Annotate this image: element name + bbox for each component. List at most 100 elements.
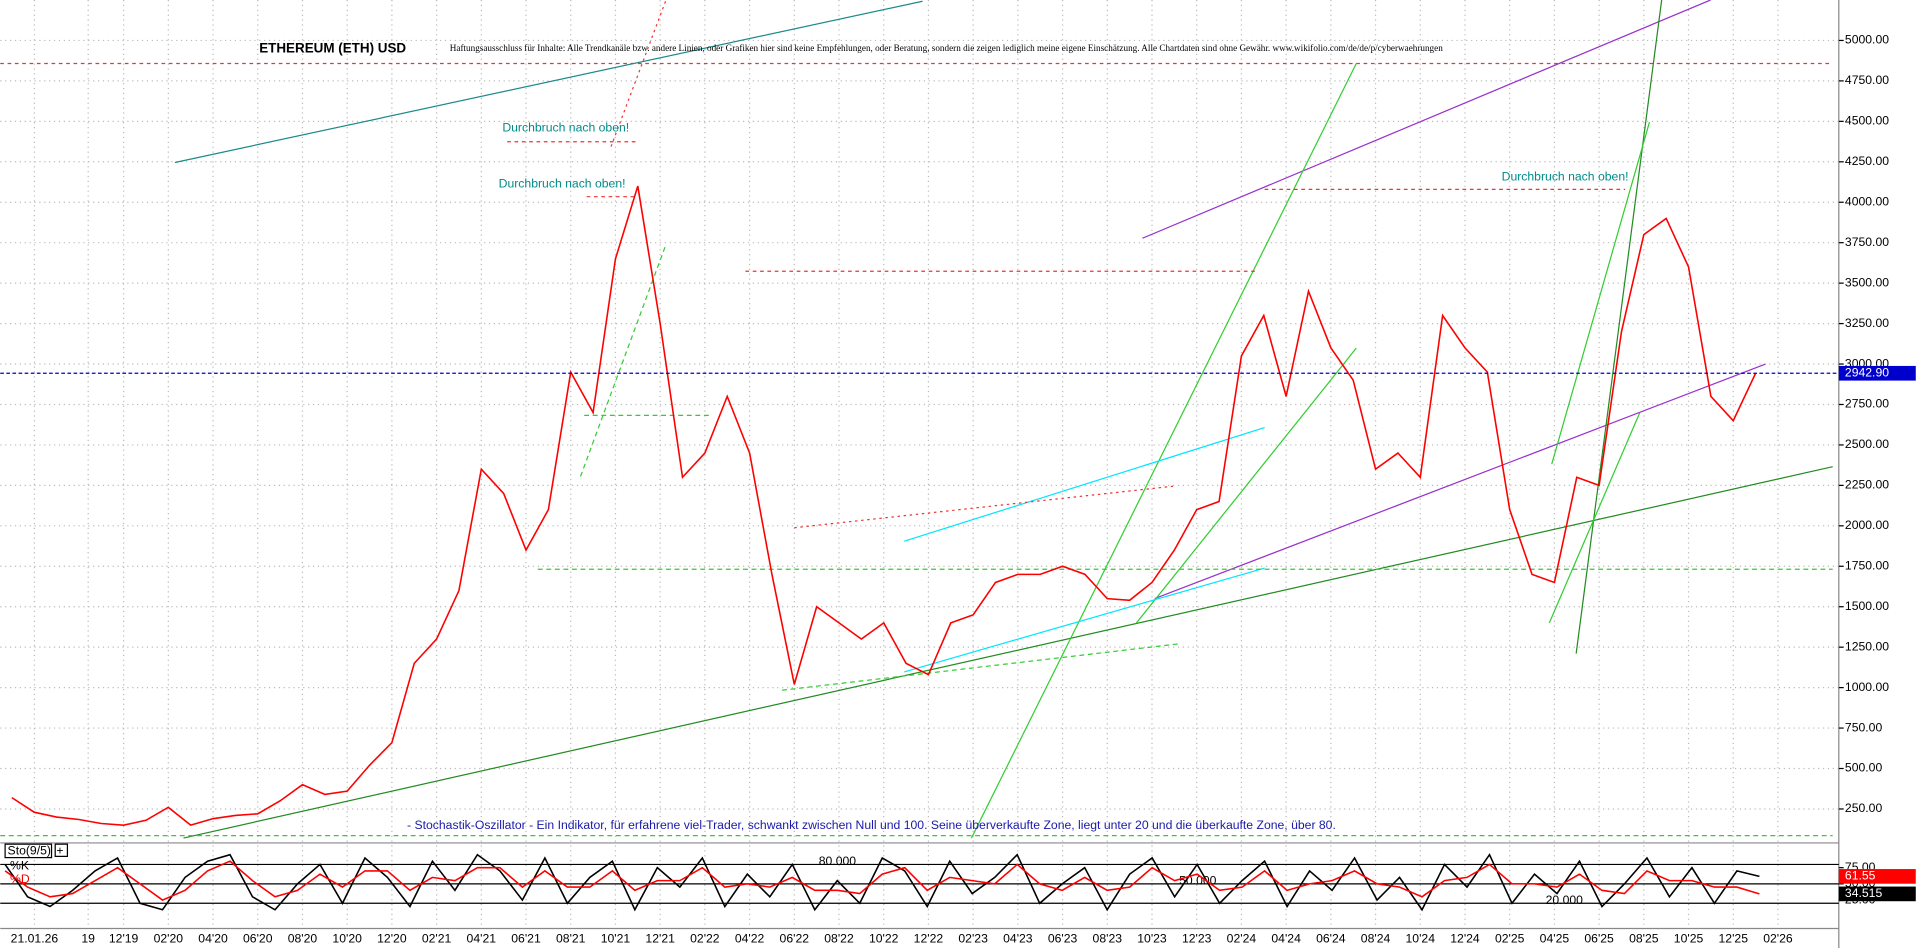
x-tick-label: 04'24 [1271, 932, 1301, 946]
x-tick-label: 02'20 [154, 932, 184, 946]
x-tick-label: 02'23 [958, 932, 988, 946]
x-tick-label: 12'24 [1450, 932, 1480, 946]
x-tick-label: 06'22 [780, 932, 810, 946]
trend-line [183, 466, 1833, 839]
trend-line [904, 426, 1265, 542]
level-label: 20.000 [1546, 893, 1584, 907]
current-price-label: 2942.90 [1845, 365, 1889, 379]
x-tick-label: 06'24 [1316, 932, 1346, 946]
trend-line [1575, 0, 1663, 654]
x-tick-label: 06'21 [511, 932, 541, 946]
expand-button[interactable] [54, 843, 69, 857]
trend-line [970, 63, 1357, 839]
x-tick-label: 04'20 [198, 932, 228, 946]
disclaimer: Haftungsausschluss für Inhalte: Alle Tre… [450, 43, 1443, 53]
y-tick-label: 1500.00 [1845, 599, 1889, 613]
annotation: Durchbruch nach oben! [502, 120, 629, 134]
trend-line [579, 244, 667, 477]
y-tick-label: 3750.00 [1845, 235, 1889, 249]
last-value-label: 61.55 [1845, 869, 1876, 883]
x-tick-label: 10'21 [601, 932, 631, 946]
x-tick-label: 06'25 [1584, 932, 1614, 946]
x-tick-label: 08'24 [1361, 932, 1391, 946]
trend-line [1142, 0, 1711, 239]
x-tick-label: 10'23 [1137, 932, 1167, 946]
level-label: 50.000 [1179, 874, 1217, 888]
x-tick-label: 02'25 [1495, 932, 1525, 946]
x-tick-label: 21.01.26 [11, 932, 59, 946]
x-tick-label: 02'21 [422, 932, 452, 946]
price-line [11, 185, 1757, 827]
x-tick-label: 06'20 [243, 932, 273, 946]
x-tick-label: 10'22 [869, 932, 899, 946]
annotation: - Stochastik-Oszillator - Ein Indikator,… [407, 818, 1336, 832]
legend-d: %D [10, 872, 30, 886]
y-tick-label: 2500.00 [1845, 437, 1889, 451]
y-tick-label: 4250.00 [1845, 154, 1889, 168]
y-tick-label: 500.00 [1845, 761, 1883, 775]
y-tick-label: 250.00 [1845, 801, 1883, 815]
x-tick-label: 02'22 [690, 932, 720, 946]
annotation: Durchbruch nach oben! [1502, 169, 1629, 183]
expand-icon: + [56, 844, 63, 858]
price-line [4, 860, 1760, 901]
x-tick-label: 02'24 [1227, 932, 1257, 946]
trend-line [904, 567, 1265, 673]
chart-title: ETHEREUM (ETH) USD [259, 40, 406, 55]
x-tick-label: 08'21 [556, 932, 586, 946]
trend-line [1548, 412, 1641, 624]
y-tick-label: 4750.00 [1845, 73, 1889, 87]
y-tick-label: 1000.00 [1845, 680, 1889, 694]
trend-line [610, 0, 667, 147]
current-price-box [1838, 365, 1916, 381]
x-tick-label: 10'20 [332, 932, 362, 946]
y-tick-label: 4500.00 [1845, 114, 1889, 128]
y-tick-label: 4000.00 [1845, 194, 1889, 208]
legend-k: %K [10, 858, 29, 872]
y-tick-label: 5000.00 [1845, 33, 1889, 47]
x-tick-label: 08'20 [288, 932, 318, 946]
x-tick-label: 10'25 [1674, 932, 1704, 946]
y-tick-label: 3500.00 [1845, 275, 1889, 289]
y-tick-label: 2000.00 [1845, 518, 1889, 532]
x-tick-label: 19 [81, 932, 95, 946]
y-tick-label: 3250.00 [1845, 316, 1889, 330]
level-label: 80.000 [819, 854, 857, 868]
y-tick-label: 1250.00 [1845, 639, 1889, 653]
y-tick-label: 2750.00 [1845, 397, 1889, 411]
y-tick-label: 1750.00 [1845, 558, 1889, 572]
x-tick-label: 04'22 [735, 932, 765, 946]
last-value-label: 34.515 [1845, 886, 1883, 900]
x-tick-label: 04'21 [467, 932, 497, 946]
annotation: Durchbruch nach oben! [499, 177, 626, 191]
resistance-line [794, 485, 1174, 529]
y-tick-label: 2250.00 [1845, 478, 1889, 492]
x-tick-label: 12'22 [914, 932, 944, 946]
trend-lines [0, 0, 1833, 839]
trend-line [782, 643, 1180, 691]
trend-line [1135, 347, 1357, 624]
x-tick-label: 04'25 [1540, 932, 1570, 946]
y-tick-label: 750.00 [1845, 720, 1883, 734]
x-tick-label: 08'22 [824, 932, 854, 946]
x-tick-label: 12'23 [1182, 932, 1212, 946]
x-tick-label: 12'20 [377, 932, 407, 946]
last-value-box [1838, 869, 1916, 884]
x-tick-label: 12'19 [109, 932, 139, 946]
last-value-box [1838, 886, 1916, 902]
trend-line [1154, 363, 1766, 600]
indicator-title: Sto(9/5) [8, 844, 51, 858]
x-tick-label: 04'23 [1003, 932, 1033, 946]
indicator-box [4, 843, 53, 859]
x-tick-label: 12'21 [645, 932, 675, 946]
x-tick-label: 06'23 [1048, 932, 1078, 946]
trend-line [1551, 121, 1651, 465]
x-tick-label: 08'25 [1629, 932, 1659, 946]
x-tick-label: 08'23 [1093, 932, 1123, 946]
x-tick-label: 02'26 [1763, 932, 1793, 946]
price-line [4, 853, 1760, 912]
x-tick-label: 12'25 [1719, 932, 1749, 946]
